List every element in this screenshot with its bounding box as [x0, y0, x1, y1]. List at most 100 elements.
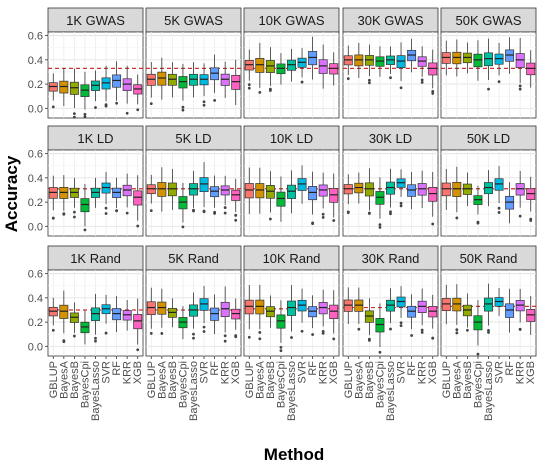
- x-tick-label: GBLUP: [343, 361, 355, 398]
- box-bayescpi: [473, 53, 483, 68]
- box-gblup: [146, 301, 156, 315]
- x-tick-label: BayesLasso: [188, 361, 200, 421]
- x-tick-label: BayesCpi: [275, 361, 287, 408]
- x-tick-label: XGB: [132, 361, 144, 384]
- y-tick-label: 0.2: [28, 79, 43, 91]
- outlier-point: [94, 106, 97, 109]
- outlier-point: [149, 209, 153, 213]
- facet-panel: 10K GWAS: [243, 7, 340, 119]
- outlier-point: [487, 331, 490, 334]
- x-tick-label: BayesLasso: [90, 361, 102, 421]
- outlier-point: [181, 108, 185, 112]
- box-bayesa: [157, 301, 167, 315]
- outlier-point: [367, 81, 371, 85]
- box-rf: [505, 303, 515, 318]
- x-tick-label: BayesB: [462, 361, 474, 399]
- y-tick-label: 0.6: [28, 31, 43, 43]
- outlier-point: [223, 339, 227, 343]
- outlier-point: [420, 78, 424, 82]
- outlier-point: [367, 338, 371, 342]
- outlier-point: [83, 228, 87, 232]
- box-bayescpi: [276, 191, 286, 207]
- x-tick-label: BayesCpi: [374, 361, 386, 408]
- outlier-point: [357, 327, 361, 331]
- outlier-point: [104, 206, 108, 210]
- outlier-point: [431, 222, 435, 226]
- x-axis-title: Method: [264, 445, 324, 464]
- x-tick-label: GBLUP: [48, 361, 60, 398]
- facet-panel: 1K Rand: [47, 245, 144, 357]
- outlier-point: [94, 336, 97, 340]
- x-tick-label: BayesA: [254, 360, 266, 399]
- outlier-point: [104, 104, 108, 108]
- outlier-point: [487, 328, 490, 332]
- outlier-point: [202, 103, 206, 107]
- outlier-point: [202, 325, 206, 329]
- x-tick-label: BayesCpi: [177, 361, 189, 408]
- outlier-point: [399, 201, 403, 205]
- outlier-point: [455, 216, 459, 220]
- outlier-point: [497, 206, 501, 210]
- outlier-point: [72, 334, 76, 338]
- outlier-point: [115, 209, 119, 213]
- y-tick-label: 0.0: [28, 341, 43, 353]
- box-bayeslasso: [287, 300, 296, 316]
- x-tick-label: XGB: [427, 361, 439, 384]
- outlier-point: [431, 336, 435, 340]
- box-bayeslasso: [484, 297, 493, 312]
- box-rf: [210, 307, 220, 321]
- outlier-point: [51, 216, 55, 220]
- outlier-point: [279, 345, 283, 349]
- outlier-point: [247, 83, 251, 87]
- x-tick-label: BayesB: [265, 361, 277, 399]
- box-xgb: [133, 314, 143, 330]
- outlier-point: [321, 212, 325, 216]
- outlier-point: [378, 223, 382, 227]
- outlier-point: [518, 87, 522, 91]
- x-tick-label: BayesA: [58, 360, 70, 399]
- box-bayescpi: [473, 315, 483, 331]
- x-tick-label: BayesB: [69, 361, 81, 399]
- x-tick-label: RF: [111, 361, 123, 376]
- outlier-point: [455, 328, 459, 332]
- x-tick-label: SVR: [494, 361, 506, 384]
- outlier-point: [72, 115, 76, 119]
- outlier-point: [125, 211, 129, 215]
- facet-panel: 1K LD: [47, 125, 144, 237]
- facet-panels: 1K GWAS 5K GWAS 10K GWAS 30K GWAS 50K GWAS 1K…: [47, 7, 537, 357]
- outlier-point: [399, 324, 403, 328]
- x-tick-label: KRR: [122, 361, 134, 384]
- outlier-point: [300, 80, 304, 84]
- outlier-point: [367, 78, 371, 82]
- outlier-point: [487, 87, 490, 91]
- outlier-point: [420, 80, 424, 84]
- outlier-point: [51, 105, 55, 109]
- box-rf: [505, 195, 515, 210]
- y-axes: 0.0 0.2 0.4 0.6 0.0 0.2 0.4 0.6 0.0 0.2 0.4 0.6: [28, 31, 48, 353]
- outlier-point: [258, 331, 262, 334]
- x-tick-label: GBLUP: [146, 361, 158, 398]
- outlier-point: [389, 327, 392, 331]
- outlier-point: [518, 328, 522, 331]
- outlier-point: [518, 214, 522, 218]
- outlier-point: [72, 215, 76, 219]
- y-axis-title: Accuracy: [2, 155, 21, 232]
- outlier-point: [431, 89, 435, 93]
- facet-title: 1K Rand: [70, 251, 121, 266]
- x-tick-label: RF: [307, 361, 319, 376]
- outlier-point: [149, 102, 153, 105]
- box-gblup: [244, 299, 254, 315]
- y-tick-label: 0.0: [28, 103, 43, 115]
- outlier-point: [529, 217, 533, 221]
- outlier-point: [51, 328, 55, 332]
- outlier-point: [192, 208, 195, 212]
- facet-panel: 50K LD: [440, 125, 537, 237]
- box-bayesa: [255, 183, 265, 199]
- outlier-point: [497, 80, 501, 84]
- x-tick-label: BayesLasso: [385, 361, 397, 421]
- outlier-point: [223, 206, 227, 209]
- facet-title: 1K GWAS: [66, 13, 125, 28]
- facet-strip: [145, 7, 242, 33]
- x-tick-label: KRR: [417, 361, 429, 384]
